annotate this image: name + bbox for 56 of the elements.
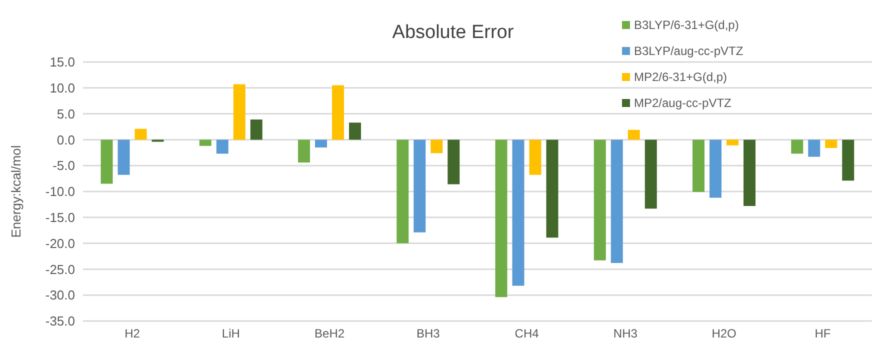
y-tick-label: -25.0	[45, 262, 75, 277]
bar	[808, 140, 820, 157]
bar	[842, 140, 854, 181]
x-tick-label: NH3	[613, 326, 638, 341]
y-tick-label: 5.0	[56, 106, 75, 122]
x-tick-label: BeH2	[314, 326, 345, 341]
bar	[430, 140, 443, 154]
chart-title: Absolute Error	[392, 22, 514, 43]
x-tick-label: BH3	[416, 326, 440, 341]
bar	[118, 140, 130, 175]
x-tick-label: LiH	[222, 326, 240, 341]
bar	[332, 85, 344, 140]
bar	[594, 140, 606, 260]
x-tick-label: H2	[124, 326, 140, 341]
bar	[250, 120, 262, 140]
bar	[512, 140, 524, 286]
y-tick-label: 0.0	[56, 132, 75, 148]
bar	[414, 140, 426, 232]
y-tick-label: -15.0	[45, 210, 75, 226]
bar	[710, 140, 722, 198]
y-tick-label: -30.0	[45, 288, 75, 303]
bar	[315, 140, 328, 148]
bar	[825, 140, 838, 148]
bar	[628, 130, 640, 140]
bar	[726, 140, 739, 146]
y-tick-label: -10.0	[45, 184, 75, 200]
bar	[495, 140, 508, 298]
y-tick-label: -35.0	[45, 314, 75, 329]
legend-label: MP2/aug-cc-pVTZ	[634, 96, 732, 110]
y-tick-label: -5.0	[52, 158, 75, 174]
bar	[233, 84, 246, 140]
bar	[744, 140, 756, 206]
x-tick-label: H2O	[712, 326, 736, 341]
x-tick-label: CH4	[514, 326, 540, 341]
bar	[199, 140, 212, 146]
bar	[692, 140, 705, 192]
bar	[448, 140, 460, 184]
y-axis-title: Energy:kcal/mol	[8, 145, 24, 238]
bar	[396, 140, 409, 244]
y-tick-label: 10.0	[50, 80, 75, 96]
x-tick-label: HF	[814, 326, 831, 341]
bar	[644, 140, 657, 209]
bar	[546, 140, 558, 238]
y-tick-label: -20.0	[45, 236, 75, 251]
bar	[216, 140, 228, 154]
legend-label: MP2/6-31+G(d,p)	[634, 70, 728, 84]
legend-label: B3LYP/aug-cc-pVTZ	[634, 44, 744, 58]
bar	[349, 122, 362, 140]
bar	[134, 128, 147, 140]
bar	[298, 140, 310, 162]
legend-label: B3LYP/6-31+G(d,p)	[634, 18, 739, 32]
bar	[100, 140, 113, 184]
bar	[610, 140, 623, 263]
y-tick-label: 15.0	[50, 54, 75, 70]
bar	[529, 140, 542, 175]
bar	[791, 140, 804, 154]
